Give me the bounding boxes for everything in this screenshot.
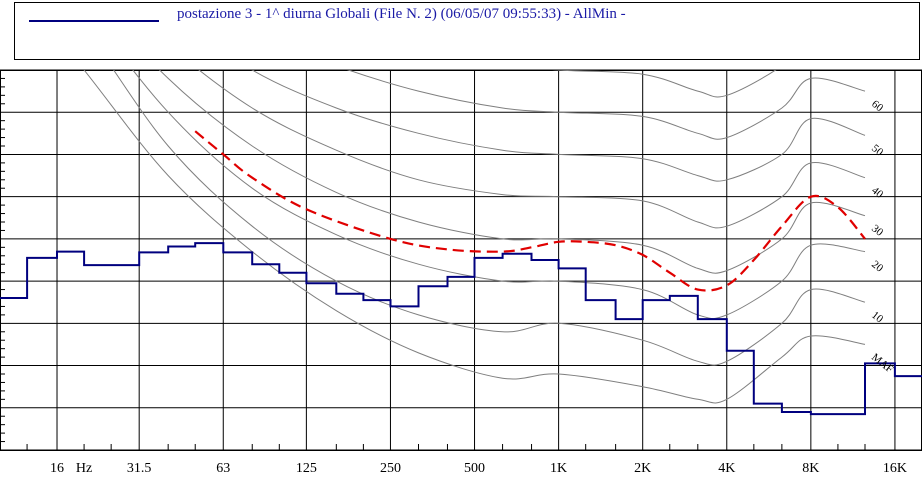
x-tick-label: 1K xyxy=(550,461,567,476)
spectrum-step-line xyxy=(0,242,922,416)
x-tick-label: 63 xyxy=(216,461,230,476)
x-tick-label: 500 xyxy=(464,461,485,476)
x-tick-label: 8K xyxy=(802,461,819,476)
isophon-label: 20 xyxy=(869,258,885,275)
x-tick-label: 16K xyxy=(883,461,907,476)
isophon-curve xyxy=(113,70,866,366)
x-tick-label: 4K xyxy=(718,461,735,476)
isophon-label: 50 xyxy=(869,142,885,159)
mask-series xyxy=(194,130,866,292)
legend-box: postazione 3 - 1^ diurna Globali (File N… xyxy=(14,2,920,60)
mask-line xyxy=(194,130,866,292)
isophon-curves xyxy=(83,70,866,404)
isophon-curve xyxy=(552,70,777,98)
x-tick-label: 2K xyxy=(634,461,651,476)
isophon-curve xyxy=(346,70,866,140)
legend-series-label: postazione 3 - 1^ diurna Globali (File N… xyxy=(177,6,626,22)
x-tick-label: Hz xyxy=(76,461,92,476)
x-axis-ticks: 16 Hz 31.5 63 125 250 500 1K 2K 4K 8K 16K xyxy=(50,461,907,476)
isophon-curve xyxy=(83,70,866,404)
isophon-label: 30 xyxy=(869,223,885,240)
x-tick-label: 16 xyxy=(50,461,64,476)
isophon-curve xyxy=(198,70,866,229)
isophon-label: MAF xyxy=(869,351,895,375)
x-tick-label: 125 xyxy=(296,461,317,476)
isophon-curve xyxy=(132,70,866,320)
spectrum-series xyxy=(0,242,922,416)
isophon-curve xyxy=(251,70,866,182)
grid xyxy=(0,69,922,451)
x-tick-label: 250 xyxy=(380,461,401,476)
x-tick-label: 31.5 xyxy=(127,461,152,476)
isophon-label: 40 xyxy=(869,185,885,202)
legend-swatch xyxy=(29,20,159,22)
